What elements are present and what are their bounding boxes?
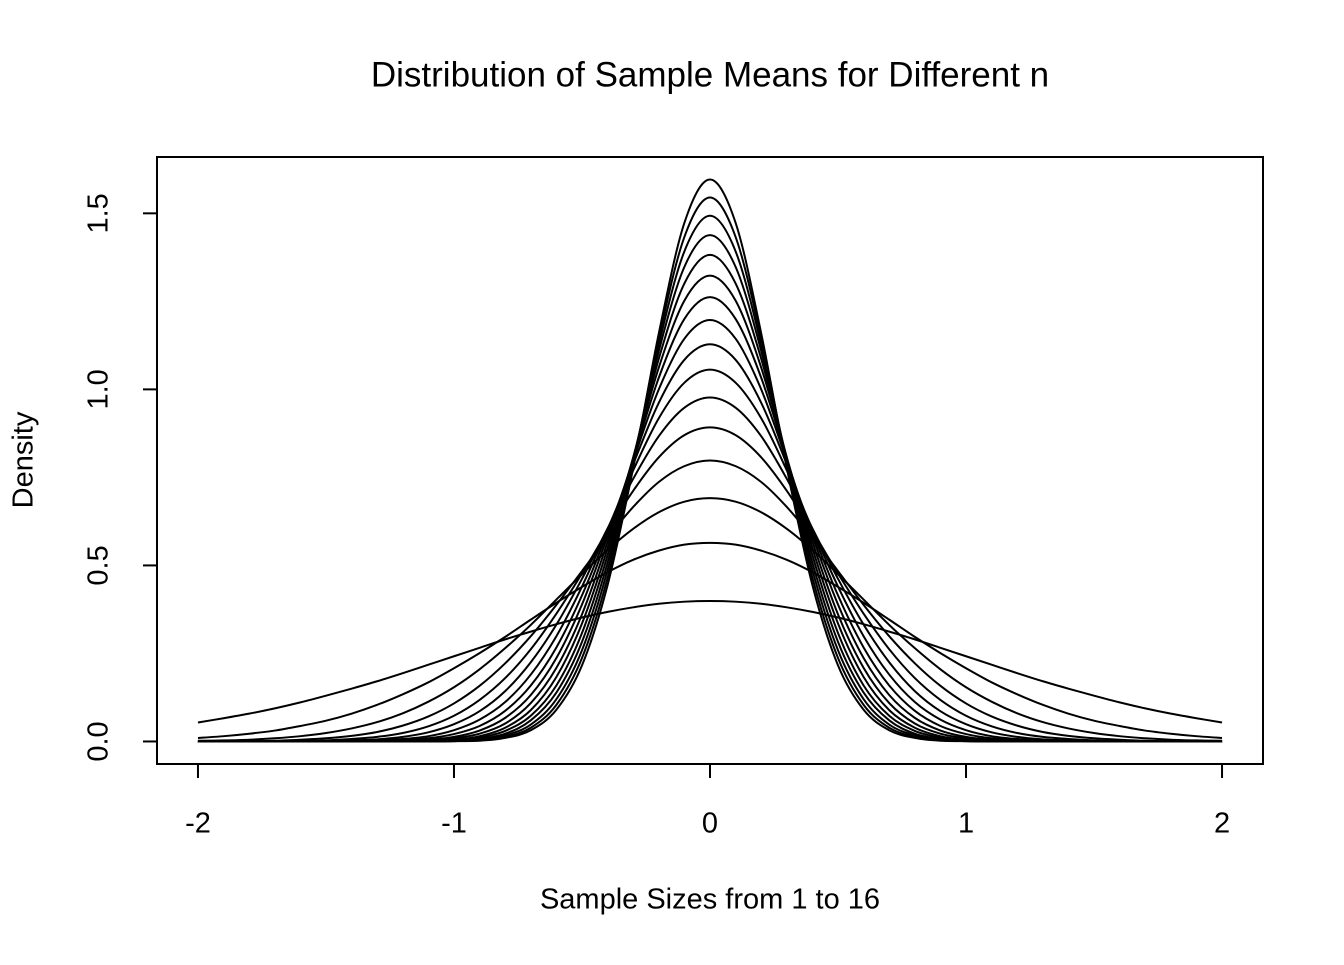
- density-curve: [197, 459, 1223, 743]
- x-tick-label: -2: [185, 808, 211, 840]
- density-curve: [197, 541, 1223, 739]
- chart-title: Distribution of Sample Means for Differe…: [371, 55, 1049, 94]
- y-tick-label: 1.0: [83, 369, 115, 409]
- x-tick-label: 0: [702, 808, 718, 840]
- density-curve: [197, 599, 1223, 724]
- x-axis-label: Sample Sizes from 1 to 16: [540, 884, 880, 916]
- y-axis-label: Density: [8, 411, 40, 508]
- y-tick-label: 0.5: [83, 545, 115, 585]
- density-curve: [197, 497, 1223, 742]
- x-tick-label: -1: [441, 808, 467, 840]
- x-tick-label: 2: [1214, 808, 1230, 840]
- y-tick-label: 0.0: [83, 721, 115, 761]
- density-curve: [197, 426, 1223, 743]
- x-tick-label: 1: [958, 808, 974, 840]
- y-tick-label: 1.5: [83, 193, 115, 233]
- density-curve: [197, 178, 1223, 743]
